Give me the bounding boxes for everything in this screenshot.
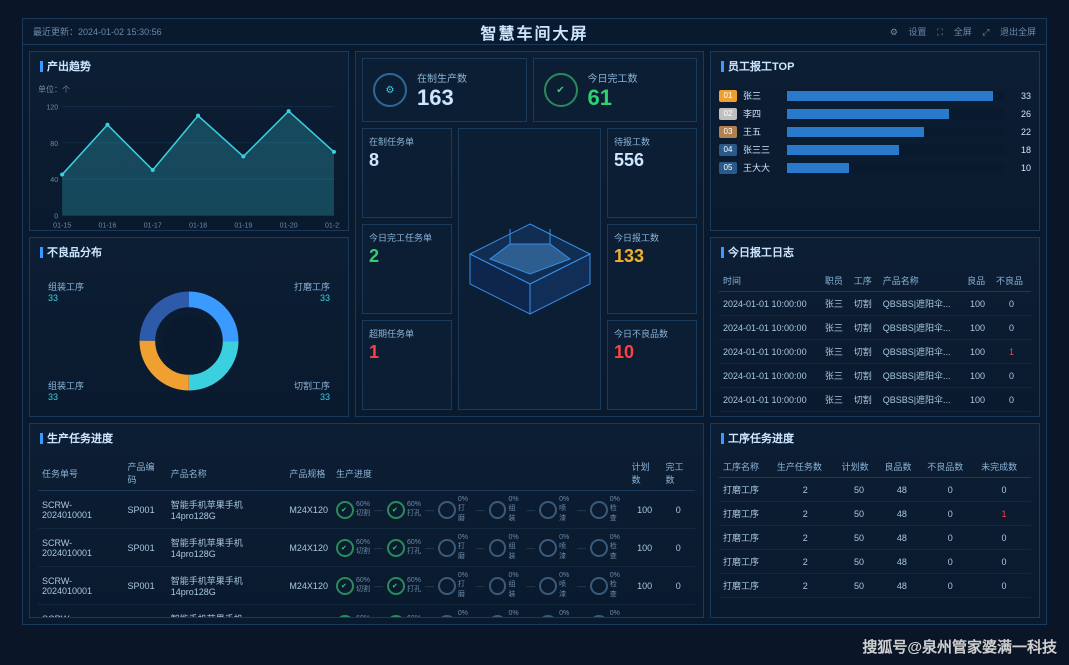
fullscreen-button[interactable]: ⛶ 全屏 bbox=[937, 27, 972, 37]
svg-text:01-21: 01-21 bbox=[325, 222, 340, 229]
svg-text:0: 0 bbox=[54, 213, 58, 220]
rank-row: 03 王五 22 bbox=[719, 125, 1031, 138]
log-panel: 今日报工日志 时间职员工序产品名称良品不良品 2024-01-01 10:00:… bbox=[710, 237, 1040, 417]
factory-3d-icon bbox=[458, 128, 601, 410]
kpi-wip: ⚙ 在制生产数 163 bbox=[362, 58, 527, 122]
table-row: SCRW-2024010001SP001智能手机苹果手机14pro128GM24… bbox=[38, 605, 695, 618]
topbar: 最近更新：2024-01-02 15:30:56 智慧车间大屏 ⚙ 设置 ⛶ 全… bbox=[23, 19, 1046, 45]
task-panel: 生产任务进度 任务单号产品编码产品名称产品规格生产进度计划数完工数 SCRW-2… bbox=[29, 423, 704, 618]
defect-panel: 不良品分布 组装工序33 打磨工序33 组装工序33 切割工序33 bbox=[29, 237, 349, 417]
check-icon: ✔ bbox=[544, 73, 578, 107]
table-row: SCRW-2024010001SP001智能手机苹果手机14pro128GM24… bbox=[38, 529, 695, 567]
settings-button[interactable]: ⚙ 设置 bbox=[890, 27, 927, 37]
page-title: 智慧车间大屏 bbox=[367, 20, 701, 44]
svg-text:01-16: 01-16 bbox=[98, 222, 116, 229]
kpi-small: 待报工数556 bbox=[607, 128, 697, 218]
table-row: 2024-01-01 10:00:00张三切割QBSBS|遮阳伞...1001 bbox=[719, 340, 1031, 364]
rank-row: 05 王大大 10 bbox=[719, 161, 1031, 174]
kpi-small: 今日报工数133 bbox=[607, 224, 697, 314]
table-row: 2024-01-01 10:00:00张三切割QBSBS|遮阳伞...1000 bbox=[719, 292, 1031, 316]
svg-text:01-20: 01-20 bbox=[280, 222, 298, 229]
center-panel: ⚙ 在制生产数 163 ✔ 今日完工数 61 在制任务单8今日完工任务单2超期任… bbox=[355, 51, 704, 417]
table-row: 打磨工序2504800 bbox=[719, 550, 1031, 574]
log-table: 时间职员工序产品名称良品不良品 2024-01-01 10:00:00张三切割Q… bbox=[719, 270, 1031, 412]
svg-text:120: 120 bbox=[46, 105, 58, 112]
kpi-done-today: ✔ 今日完工数 61 bbox=[533, 58, 698, 122]
kpi-small: 超期任务单1 bbox=[362, 320, 452, 410]
rank-row: 02 李四 26 bbox=[719, 107, 1031, 120]
rank-row: 01 张三 33 bbox=[719, 89, 1031, 102]
dashboard-frame: 最近更新：2024-01-02 15:30:56 智慧车间大屏 ⚙ 设置 ⛶ 全… bbox=[22, 18, 1047, 625]
trend-panel: 产出趋势 单位：个 0 40 80 120 01-15 01-16 01-17 01-18 01… bbox=[29, 51, 349, 231]
table-row: 2024-01-01 10:00:00张三切割QBSBS|遮阳伞...1000 bbox=[719, 316, 1031, 340]
table-row: SCRW-2024010001SP001智能手机苹果手机14pro128GM24… bbox=[38, 491, 695, 529]
exit-fullscreen-button[interactable]: ⤢ 退出全屏 bbox=[982, 27, 1036, 37]
task-table: 任务单号产品编码产品名称产品规格生产进度计划数完工数 SCRW-20240100… bbox=[38, 456, 695, 617]
donut-label-2: 打磨工序33 bbox=[294, 280, 330, 303]
donut-label-4: 切割工序33 bbox=[294, 379, 330, 402]
trend-unit: 单位：个 bbox=[38, 84, 340, 95]
table-row: 2024-01-01 10:00:00张三切割QBSBS|遮阳伞...1000 bbox=[719, 388, 1031, 412]
donut-label-3: 组装工序33 bbox=[48, 379, 84, 402]
table-row: 打磨工序2504801 bbox=[719, 502, 1031, 526]
svg-text:01-17: 01-17 bbox=[144, 222, 162, 229]
table-row: 2024-01-01 10:00:00张三切割QBSBS|遮阳伞...1000 bbox=[719, 364, 1031, 388]
defect-title: 不良品分布 bbox=[30, 238, 348, 266]
kpi-small: 今日完工任务单2 bbox=[362, 224, 452, 314]
process-title: 工序任务进度 bbox=[711, 424, 1039, 452]
last-update: 最近更新：2024-01-02 15:30:56 bbox=[33, 25, 367, 38]
donut-label-1: 组装工序33 bbox=[48, 280, 84, 303]
watermark: 搜狐号@泉州管家婆满一科技 bbox=[862, 636, 1057, 657]
process-table: 工序名称生产任务数计划数良品数不良品数未完成数 打磨工序2504800打磨工序2… bbox=[719, 456, 1031, 598]
trend-title: 产出趋势 bbox=[30, 52, 348, 80]
task-title: 生产任务进度 bbox=[30, 424, 703, 452]
kpi-small: 在制任务单8 bbox=[362, 128, 452, 218]
trend-chart: 0 40 80 120 01-15 01-16 01-17 01-18 01-19 01-20 01… bbox=[38, 95, 340, 230]
svg-text:01-18: 01-18 bbox=[189, 222, 207, 229]
table-row: 打磨工序2504800 bbox=[719, 574, 1031, 598]
svg-text:01-19: 01-19 bbox=[234, 222, 252, 229]
ranking-title: 员工报工TOP bbox=[711, 52, 1039, 80]
svg-text:40: 40 bbox=[50, 177, 58, 184]
gear-icon: ⚙ bbox=[373, 73, 407, 107]
rank-row: 04 张三三 18 bbox=[719, 143, 1031, 156]
svg-text:01-15: 01-15 bbox=[53, 222, 71, 229]
kpi-small: 今日不良品数10 bbox=[607, 320, 697, 410]
svg-text:80: 80 bbox=[50, 141, 58, 148]
ranking-panel: 员工报工TOP 01 张三 33 02 李四 26 03 王五 22 04 张三三 1… bbox=[710, 51, 1040, 231]
table-row: 打磨工序2504800 bbox=[719, 526, 1031, 550]
defect-donut-chart: 组装工序33 打磨工序33 组装工序33 切割工序33 bbox=[38, 270, 340, 412]
log-title: 今日报工日志 bbox=[711, 238, 1039, 266]
table-row: SCRW-2024010001SP001智能手机苹果手机14pro128GM24… bbox=[38, 567, 695, 605]
table-row: 打磨工序2504800 bbox=[719, 478, 1031, 502]
process-panel: 工序任务进度 工序名称生产任务数计划数良品数不良品数未完成数 打磨工序25048… bbox=[710, 423, 1040, 618]
